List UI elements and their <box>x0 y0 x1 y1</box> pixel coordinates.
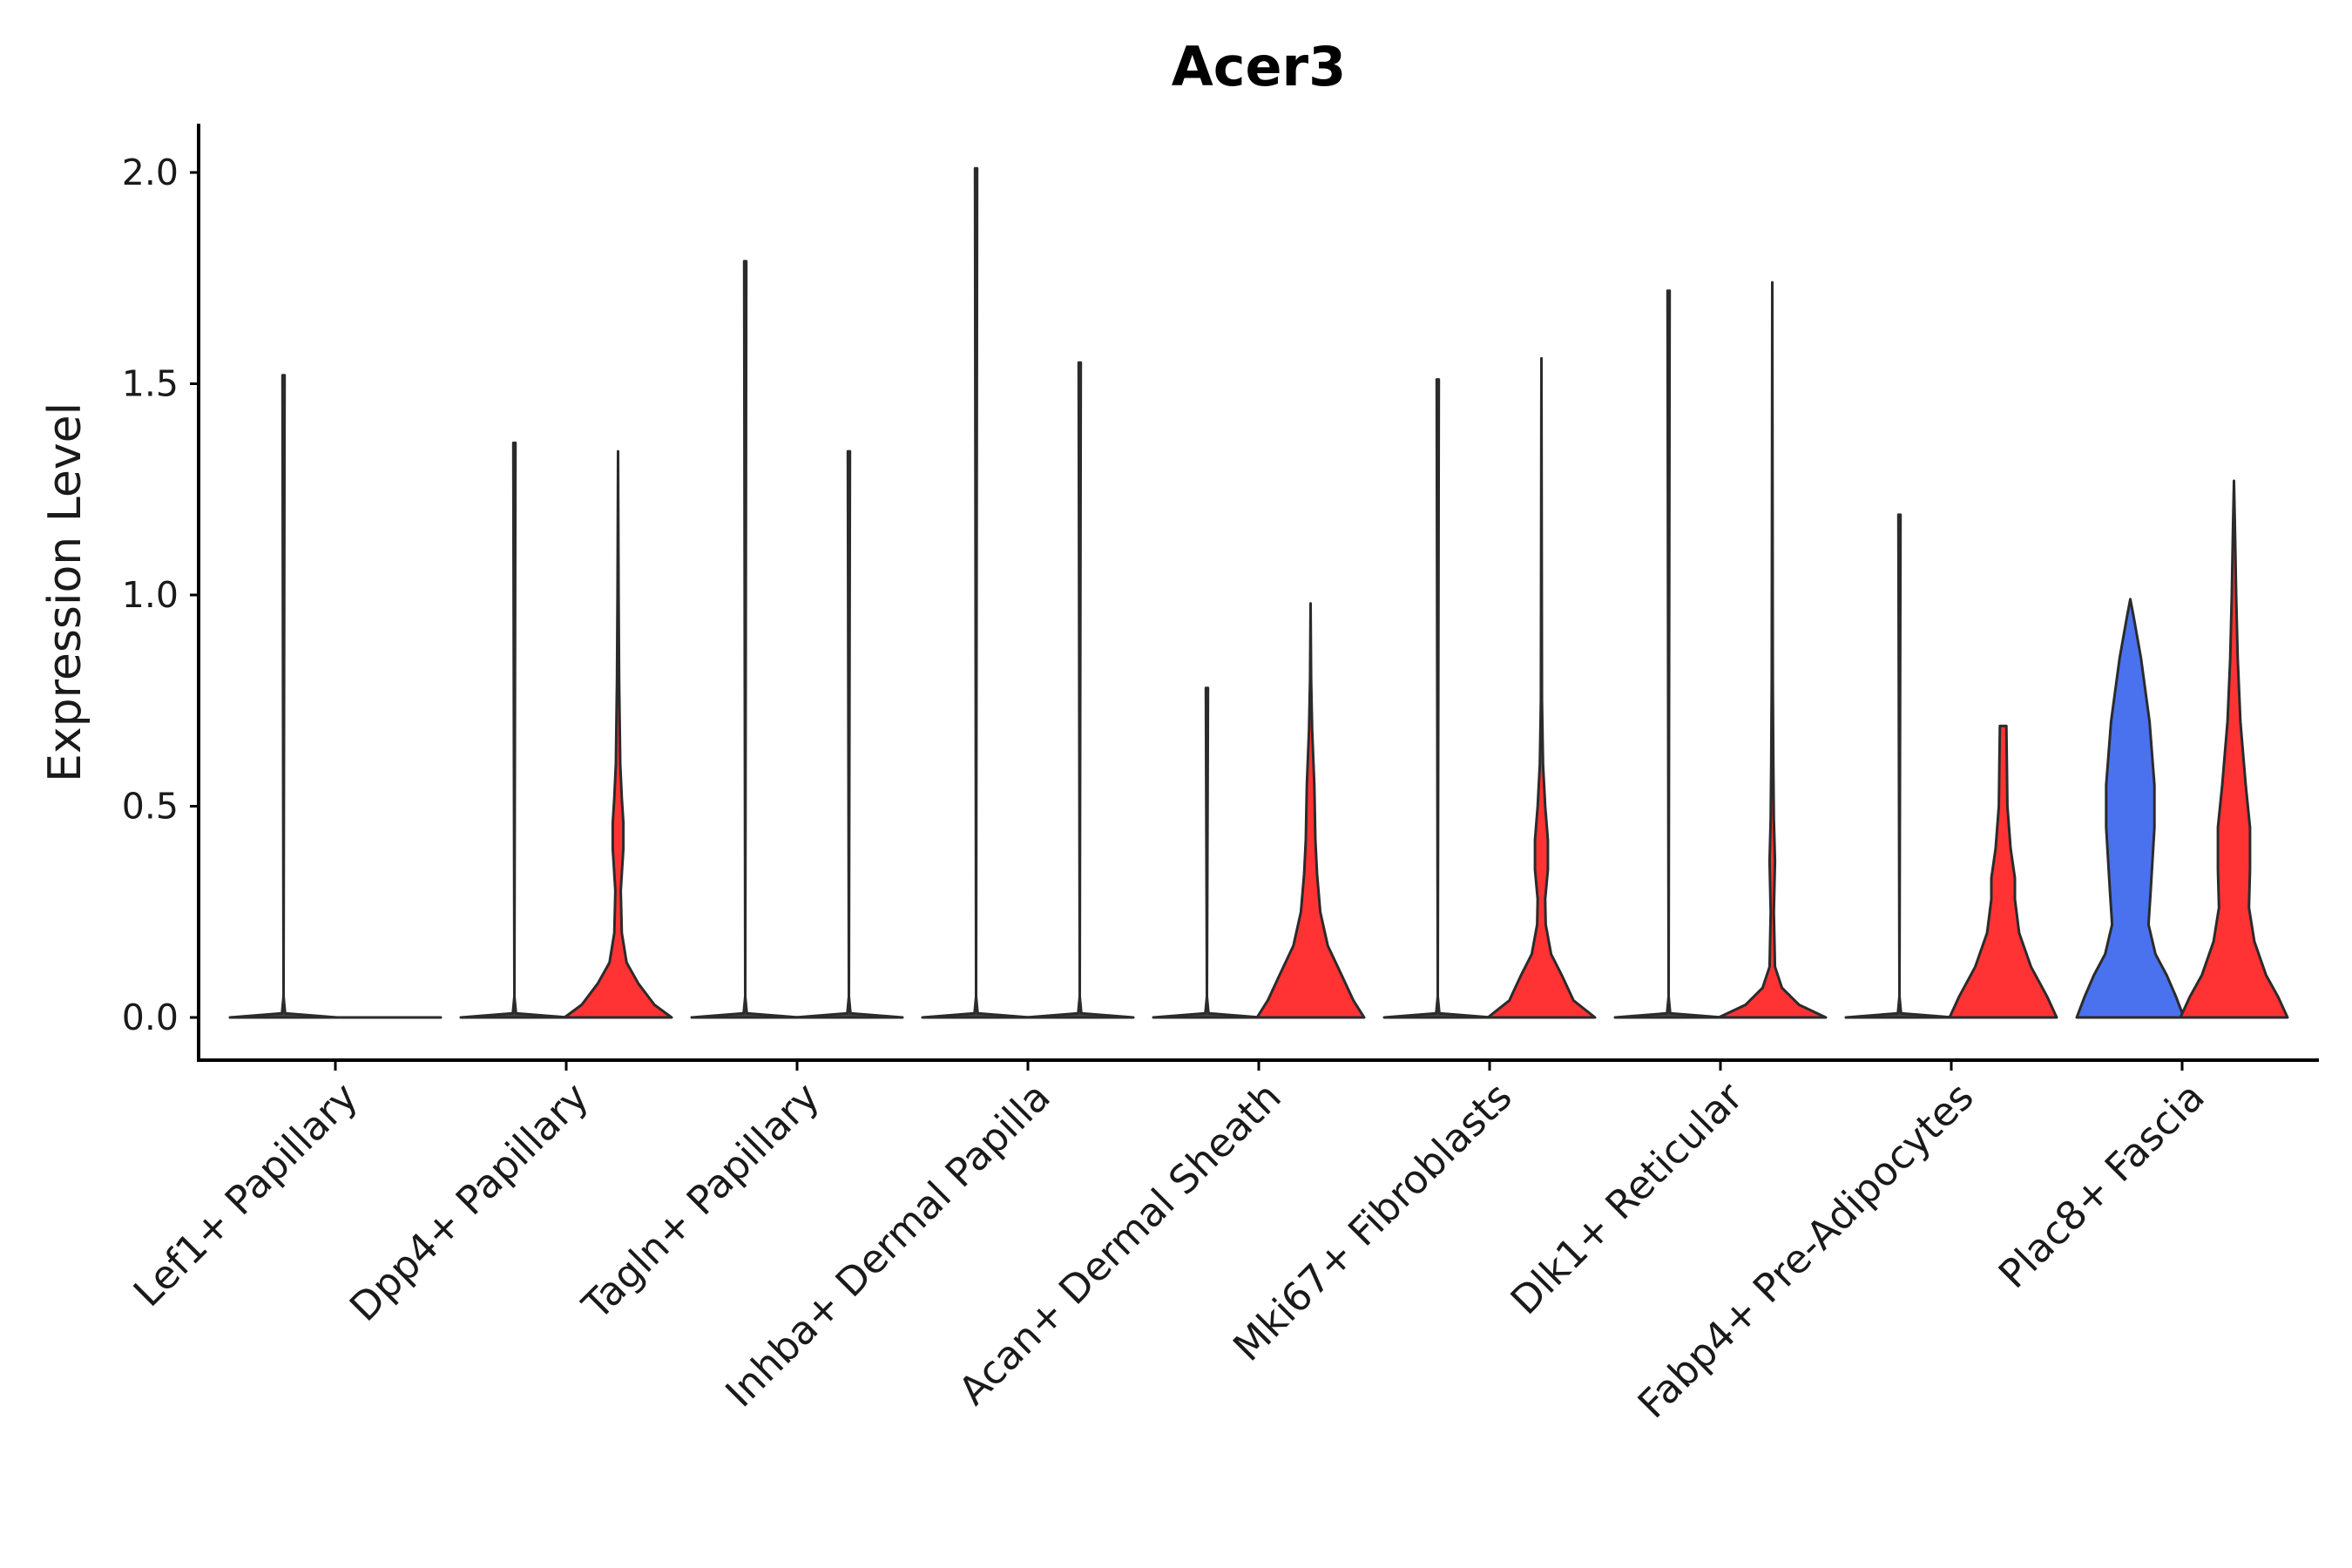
violin-tagln-papillary-right <box>794 449 904 1019</box>
violins-layer <box>228 166 2289 1019</box>
violin-acan-dermal-sheath-left <box>1152 686 1262 1019</box>
y-tick-label: 1.5 <box>122 363 179 405</box>
y-tick-label: 0.5 <box>122 786 179 828</box>
violin-inhba-dermal-papilla-left <box>921 166 1031 1019</box>
y-ticks: 0.0 0.5 1.0 1.5 2.0 <box>122 152 199 1038</box>
x-tick-label-dlk1-reticular: Dlk1+ Reticular <box>1502 1073 1752 1323</box>
violin-inhba-dermal-papilla-right <box>1024 361 1135 1019</box>
violin-plac8-fascia-left <box>2075 598 2186 1019</box>
violin-mki67-fibroblasts-right <box>1486 356 1597 1019</box>
chart-title: Acer3 <box>1172 35 1347 98</box>
violin-dpp4-papillary-left <box>459 441 570 1019</box>
violin-dpp4-papillary-right <box>563 449 673 1019</box>
violin-dlk1-reticular-right <box>1717 280 1828 1019</box>
x-tick-label-plac8-fascia: Plac8+ Fascia <box>1990 1073 2213 1297</box>
violin-fabp4-pre-adipocytes-right <box>1948 724 2058 1019</box>
violin-acan-dermal-sheath-right <box>1255 602 1366 1019</box>
violin-dlk1-reticular-left <box>1613 289 1724 1019</box>
violin-mki67-fibroblasts-left <box>1382 378 1493 1019</box>
x-tick-label-dpp4-papillary: Dpp4+ Papillary <box>341 1073 598 1330</box>
y-axis-label: Expression Level <box>39 402 91 782</box>
violin-fabp4-pre-adipocytes-left <box>1844 513 1955 1019</box>
violin-lef1-papillary-left <box>228 374 339 1019</box>
y-tick-label: 1.0 <box>122 574 179 616</box>
y-tick-label: 0.0 <box>122 997 179 1038</box>
violin-tagln-papillary-left <box>690 260 801 1019</box>
x-tick-label-lef1-papillary: Lef1+ Papillary <box>125 1073 367 1315</box>
x-tick-label-tagln-papillary: Tagln+ Papillary <box>573 1073 828 1328</box>
violin-plac8-fascia-right <box>2179 479 2289 1019</box>
y-tick-label: 2.0 <box>122 152 179 193</box>
